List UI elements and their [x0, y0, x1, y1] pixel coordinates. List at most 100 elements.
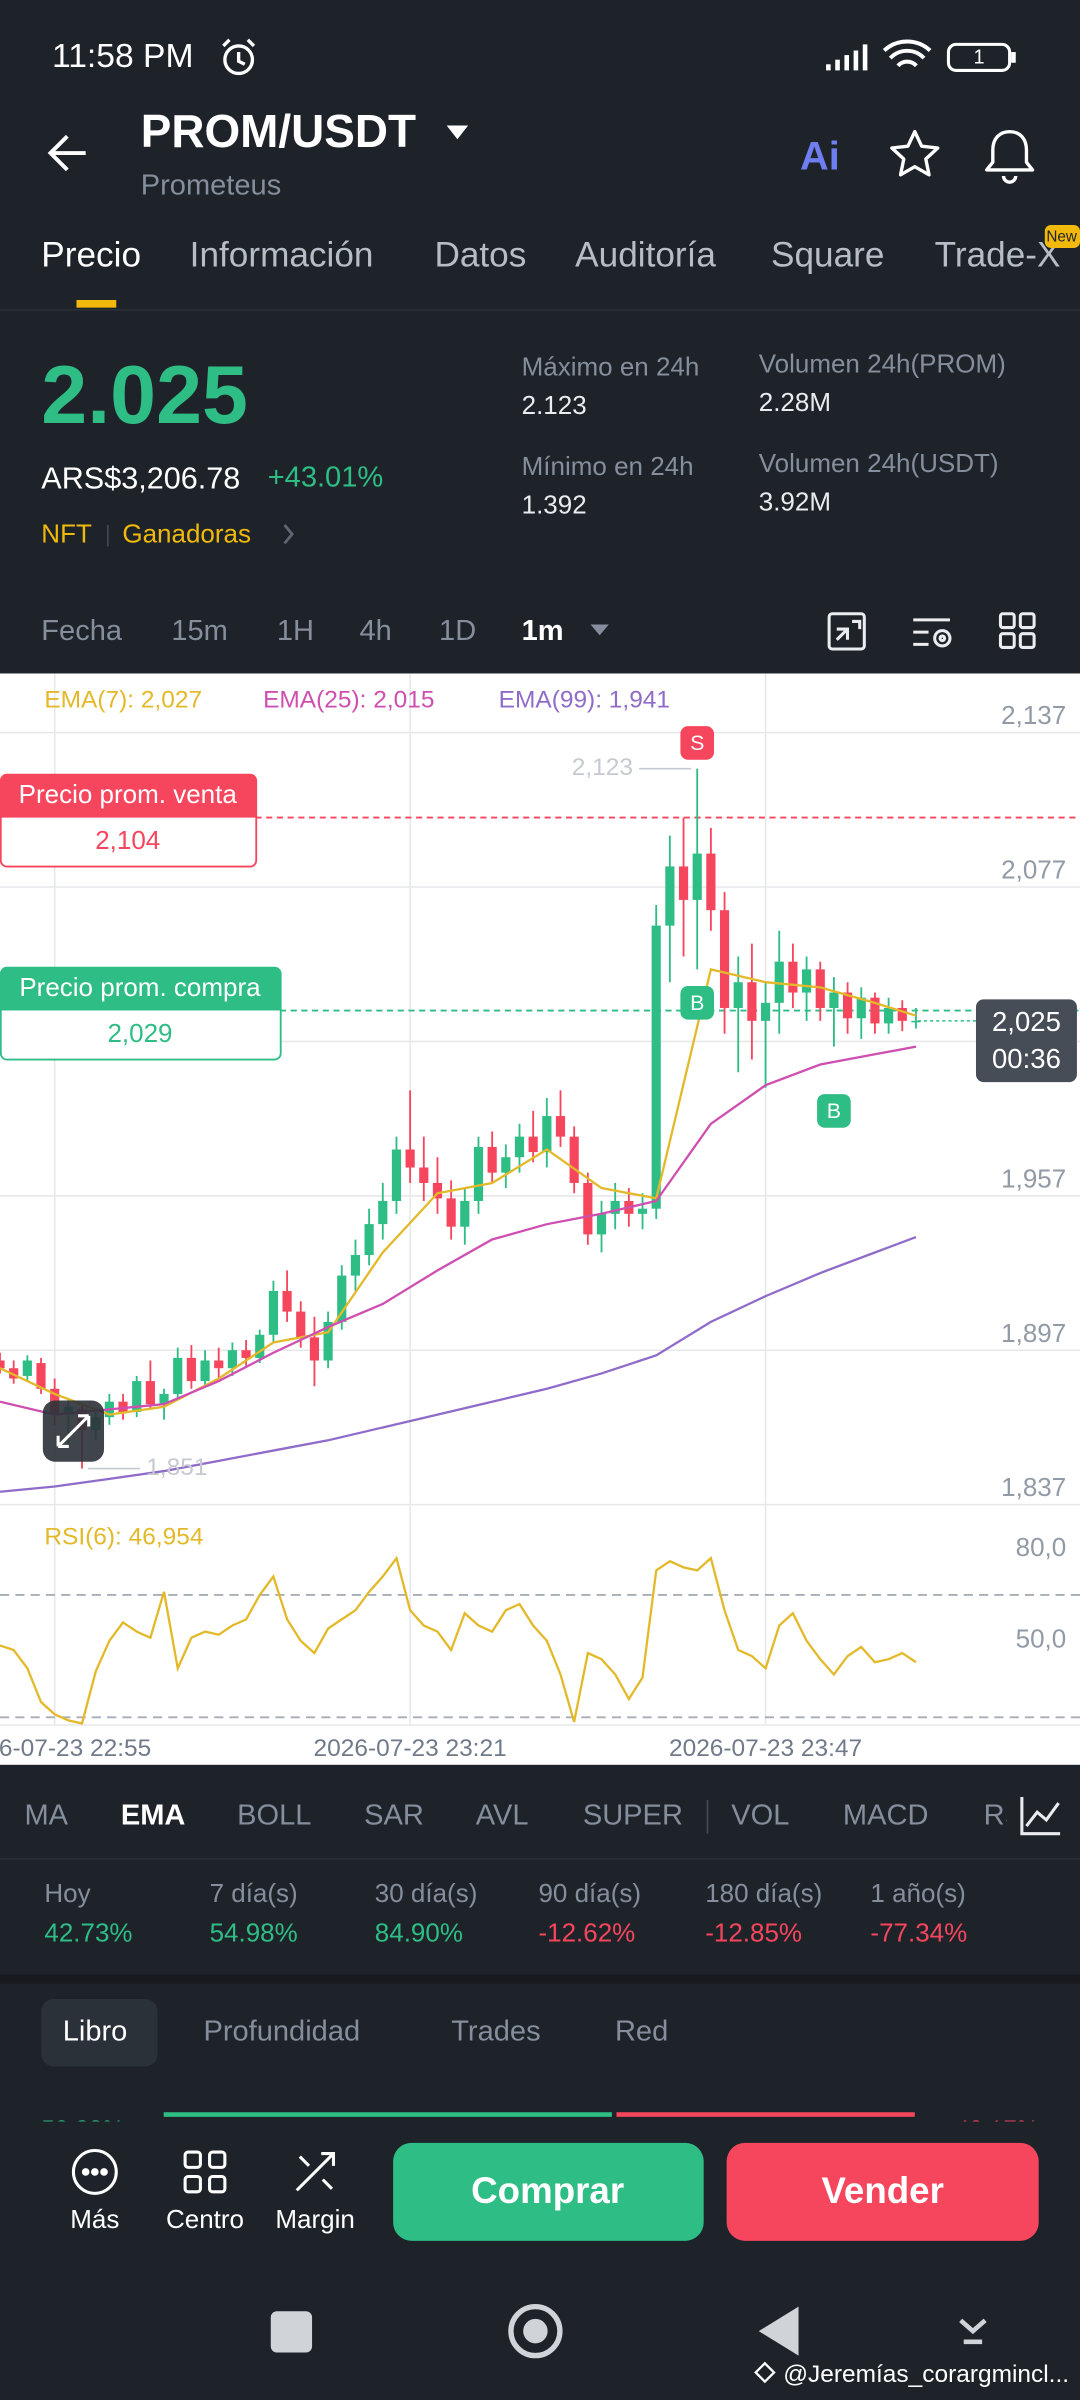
- y-tick-label: 2,077: [1001, 855, 1066, 885]
- watermark: @Jeremías_corargmincl...: [783, 2361, 1069, 2388]
- period-label: 30 día(s): [375, 1878, 478, 1908]
- indicator-tab[interactable]: AVL: [476, 1800, 529, 1832]
- candle-body: [282, 1291, 292, 1312]
- stat-label: Volumen 24h(PROM): [759, 349, 1006, 379]
- interval-dropdown[interactable]: [590, 624, 609, 636]
- period-change: 84.90%: [375, 1918, 463, 1948]
- nav-home[interactable]: [508, 2303, 563, 2359]
- period-label: 180 día(s): [705, 1878, 822, 1908]
- tab[interactable]: Square: [771, 235, 884, 274]
- y-tick-label: 1,957: [1001, 1163, 1066, 1193]
- pair-title[interactable]: PROM/USDT: [141, 105, 416, 157]
- last-price-countdown: 00:36: [992, 1043, 1061, 1074]
- book-tab[interactable]: Red: [615, 2015, 668, 2047]
- bottom-icons[interactable]: [71, 2148, 336, 2195]
- period-label: 7 día(s): [210, 1878, 298, 1908]
- divider: [0, 1858, 1080, 1860]
- stat-value: 1.392: [522, 490, 587, 520]
- indicator-tab[interactable]: VOL: [731, 1800, 789, 1832]
- legend-entry: EMA(25): 2,015: [263, 686, 434, 713]
- candle-body: [843, 992, 853, 1019]
- pair-dropdown[interactable]: [446, 125, 469, 140]
- favorite-button[interactable]: [890, 129, 940, 177]
- bottom-labels: Más Centro Margin: [70, 2204, 355, 2234]
- candle-body: [364, 1224, 374, 1255]
- candle-body: [460, 1200, 470, 1227]
- candle-body: [446, 1198, 456, 1227]
- avg-price-header: [0, 774, 257, 818]
- interval[interactable]: Fecha: [41, 615, 123, 647]
- candle-body: [542, 1116, 552, 1153]
- candle-body: [159, 1393, 169, 1405]
- tab[interactable]: Información: [190, 235, 374, 274]
- trade-marker-label: S: [690, 731, 704, 755]
- ema-line: [0, 1045, 917, 1416]
- candle-body: [200, 1360, 210, 1382]
- bottom-label[interactable]: Margin: [275, 2204, 354, 2234]
- bottom-label[interactable]: Centro: [166, 2204, 244, 2234]
- interval[interactable]: 1D: [439, 615, 476, 647]
- indicator-tab[interactable]: SAR: [364, 1800, 424, 1832]
- indicator-tab[interactable]: BOLL: [237, 1800, 311, 1832]
- sell-button-label[interactable]: Vender: [821, 2170, 943, 2211]
- interval[interactable]: 1m: [522, 615, 564, 647]
- candle-body: [555, 1116, 566, 1137]
- x-tick-label: 2026-07-23 23:47: [669, 1735, 862, 1762]
- candle-body: [528, 1136, 538, 1153]
- period-change: 42.73%: [44, 1918, 132, 1948]
- tag[interactable]: Ganadoras: [122, 519, 251, 549]
- period-label: Hoy: [44, 1878, 90, 1908]
- period-change: -12.85%: [705, 1918, 802, 1948]
- tab[interactable]: Trade-X: [935, 235, 1061, 274]
- tab[interactable]: Auditoría: [575, 235, 716, 274]
- nav-recent[interactable]: [270, 2311, 313, 2353]
- indicator-tab[interactable]: SUPER: [583, 1800, 683, 1832]
- wifi-icon: [882, 39, 932, 68]
- tag[interactable]: NFT: [41, 519, 92, 549]
- candle-body: [884, 1007, 894, 1024]
- chart: 2026-07-23 22:55 2026-07-23 23:21 2026-07-…: [0, 673, 1080, 1762]
- candle-body: [227, 1350, 237, 1369]
- buy-button-label[interactable]: Comprar: [471, 2170, 624, 2211]
- indicator-tab[interactable]: EMA: [121, 1800, 186, 1832]
- toolbar-icons[interactable]: [827, 612, 1036, 651]
- candle-body: [774, 961, 784, 1003]
- ai-button[interactable]: Ai: [800, 135, 840, 179]
- book-tab[interactable]: Profundidad: [203, 2015, 360, 2047]
- buy-button[interactable]: [393, 2142, 704, 2241]
- interval[interactable]: 4h: [359, 615, 391, 647]
- indicator-settings[interactable]: [1020, 1796, 1061, 1836]
- extreme-label: 2,123: [572, 754, 633, 781]
- stat-label: Volumen 24h(USDT): [759, 448, 999, 478]
- new-badge-text: New: [1046, 228, 1078, 245]
- interval[interactable]: 1H: [277, 615, 314, 647]
- legend-entry: EMA(7): 2,027: [44, 686, 202, 713]
- alarm-icon: [222, 38, 256, 76]
- trade-marker: [680, 726, 715, 760]
- book-tab[interactable]: Trades: [451, 2015, 540, 2047]
- candle-body: [501, 1157, 511, 1173]
- tab[interactable]: Precio: [41, 235, 141, 274]
- indicator-tab[interactable]: MA: [24, 1800, 68, 1832]
- nav-hide[interactable]: [959, 2318, 987, 2345]
- nav-back[interactable]: [758, 2306, 799, 2356]
- indicator-tab[interactable]: MACD: [843, 1800, 929, 1832]
- trade-marker-label: B: [690, 991, 704, 1015]
- section-gap: [0, 1974, 1080, 1984]
- avg-price-name: Precio prom. compra: [19, 972, 261, 1002]
- alert-button[interactable]: [985, 129, 1035, 184]
- tab[interactable]: Datos: [434, 235, 526, 274]
- candle-body: [706, 853, 716, 911]
- candle-body: [173, 1357, 183, 1394]
- back-button[interactable]: [47, 134, 86, 172]
- trade-marker: [817, 1094, 851, 1128]
- book-tab[interactable]: Libro: [63, 2015, 128, 2047]
- interval[interactable]: 15m: [171, 615, 228, 647]
- battery-icon: [946, 42, 1012, 72]
- watermark-icon: [754, 2361, 776, 2384]
- stats: Máximo en 24h 2.123 Mínimo en 24h 1.392 Volu…: [522, 349, 1006, 520]
- bottom-label[interactable]: Más: [70, 2204, 119, 2234]
- period-change: 54.98%: [210, 1918, 298, 1948]
- sell-button[interactable]: [726, 2142, 1039, 2241]
